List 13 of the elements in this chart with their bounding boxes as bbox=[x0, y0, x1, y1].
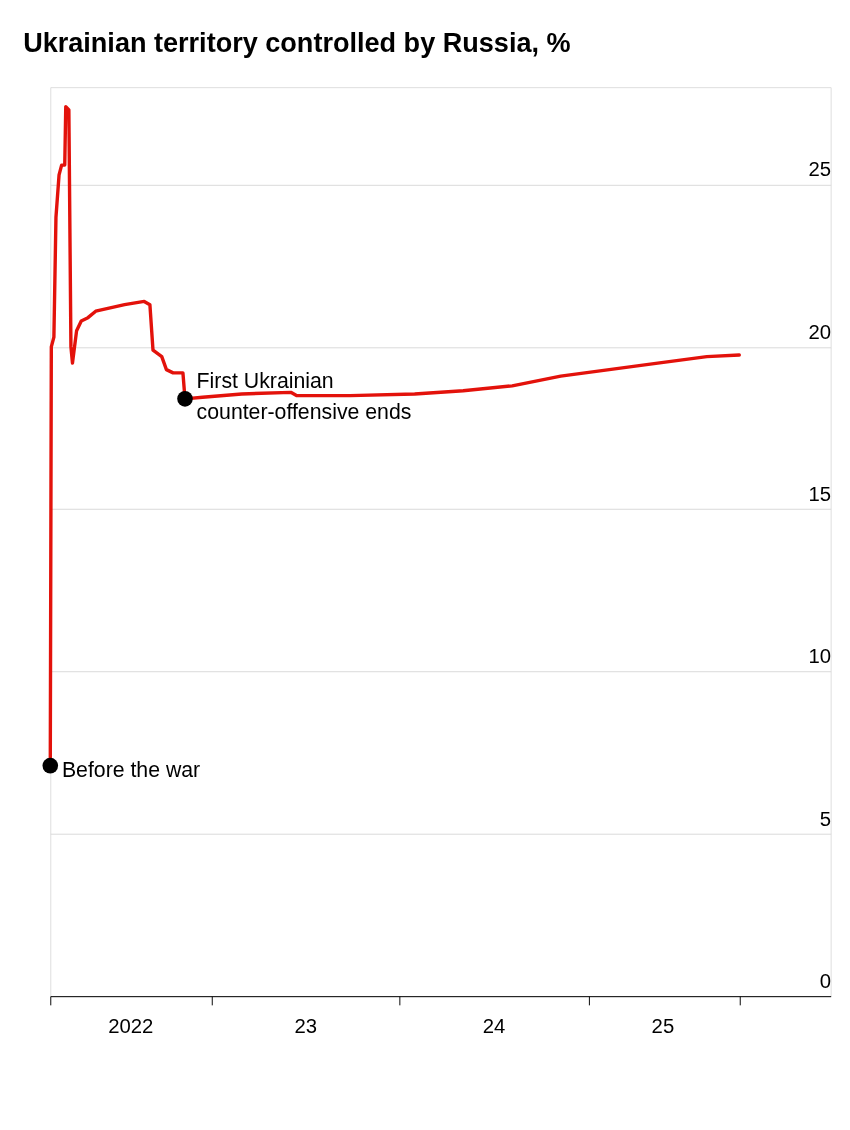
y-tick-label: 10 bbox=[808, 645, 832, 668]
y-tick-label: 0 bbox=[819, 969, 832, 992]
x-tick-label: 2022 bbox=[108, 1015, 154, 1038]
y-tick-label: 5 bbox=[819, 807, 832, 830]
y-tick-label: 20 bbox=[808, 320, 832, 343]
chart-title: Ukrainian territory controlled by Russia, % bbox=[23, 27, 571, 59]
x-tick-label: 23 bbox=[294, 1015, 318, 1038]
y-tick-label: 15 bbox=[808, 482, 832, 505]
annotation: Before the war bbox=[61, 758, 201, 783]
y-tick-label: 25 bbox=[808, 158, 832, 181]
annotation: First Ukrainian counter-offensive ends bbox=[196, 369, 412, 425]
x-tick-label: 25 bbox=[651, 1015, 675, 1038]
x-tick-label: 24 bbox=[482, 1015, 506, 1038]
